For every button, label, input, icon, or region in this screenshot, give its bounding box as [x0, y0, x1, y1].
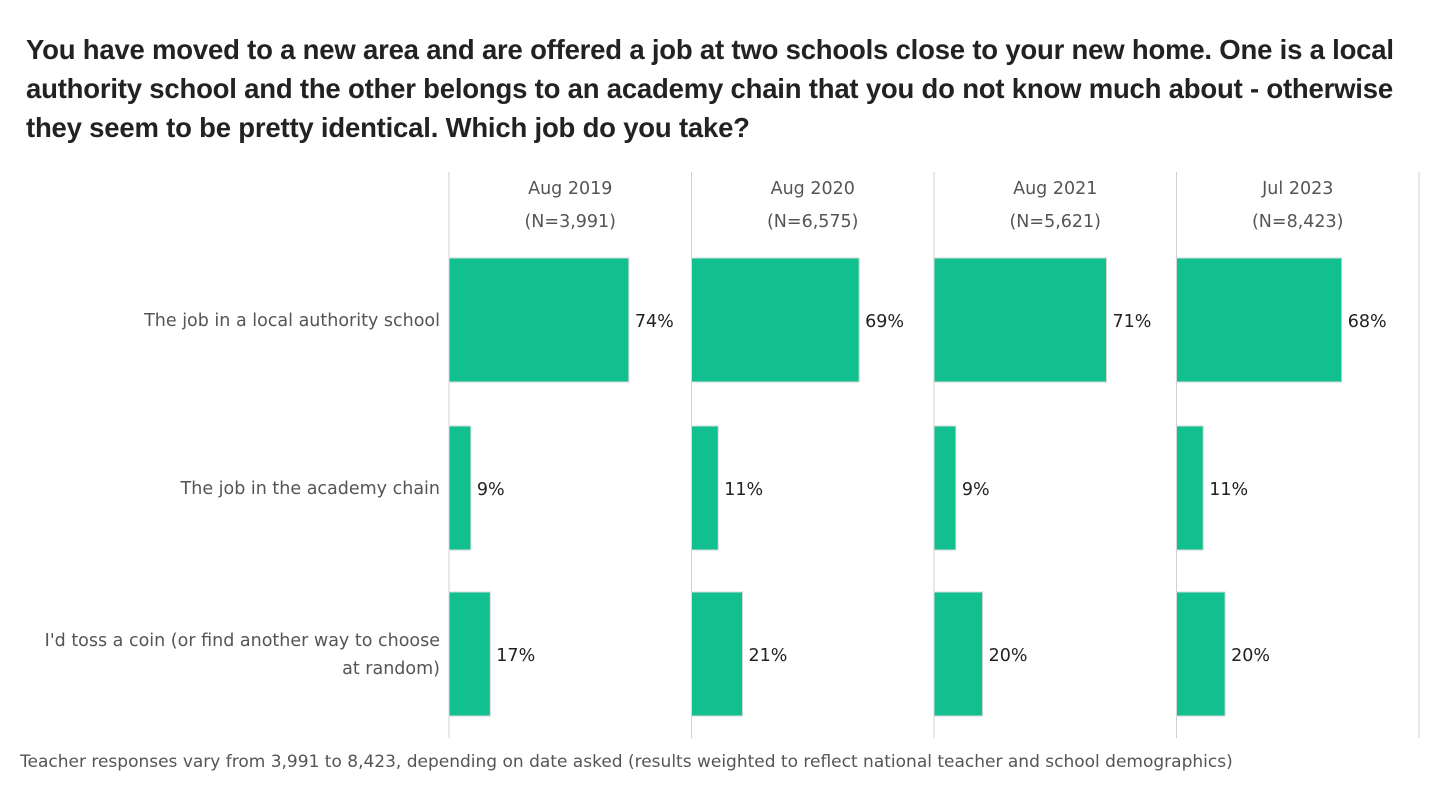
- bar: [691, 425, 719, 551]
- bar: [933, 257, 1108, 383]
- series-sample-size: (N=5,621): [1009, 212, 1101, 232]
- bar: [691, 591, 744, 717]
- data-label: 68%: [1348, 312, 1387, 332]
- data-label: 20%: [989, 646, 1028, 666]
- bar: [1176, 257, 1343, 383]
- data-label: 21%: [749, 646, 788, 666]
- bar: [1176, 591, 1226, 717]
- bar: [448, 591, 491, 717]
- series-sample-size: (N=6,575): [767, 212, 859, 232]
- chart-title: You have moved to a new area and are off…: [26, 34, 1394, 143]
- bar: [448, 257, 630, 383]
- data-label: 9%: [477, 480, 505, 500]
- series-header: Aug 2019: [528, 179, 612, 199]
- bar: [448, 425, 472, 551]
- data-label: 71%: [1113, 312, 1152, 332]
- series-sample-size: (N=8,423): [1252, 212, 1344, 232]
- series-header: Aug 2021: [1013, 179, 1097, 199]
- bar: [1176, 425, 1204, 551]
- data-label: 11%: [724, 480, 763, 500]
- bar: [933, 591, 984, 717]
- data-label: 69%: [865, 312, 904, 332]
- category-label: I'd toss a coin (or find another way to …: [45, 631, 440, 651]
- category-label: at random): [342, 659, 440, 679]
- category-label: The job in a local authority school: [143, 311, 440, 331]
- chart-footnote: Teacher responses vary from 3,991 to 8,4…: [20, 752, 1233, 772]
- series-header: Jul 2023: [1261, 179, 1333, 199]
- series-header: Aug 2020: [771, 179, 855, 199]
- category-label: The job in the academy chain: [180, 479, 440, 499]
- data-label: 20%: [1231, 646, 1270, 666]
- series-sample-size: (N=3,991): [524, 212, 616, 232]
- bar: [933, 425, 957, 551]
- bar: [691, 257, 860, 383]
- data-label: 9%: [962, 480, 990, 500]
- data-label: 11%: [1209, 480, 1248, 500]
- data-label: 17%: [496, 646, 535, 666]
- data-label: 74%: [635, 312, 674, 332]
